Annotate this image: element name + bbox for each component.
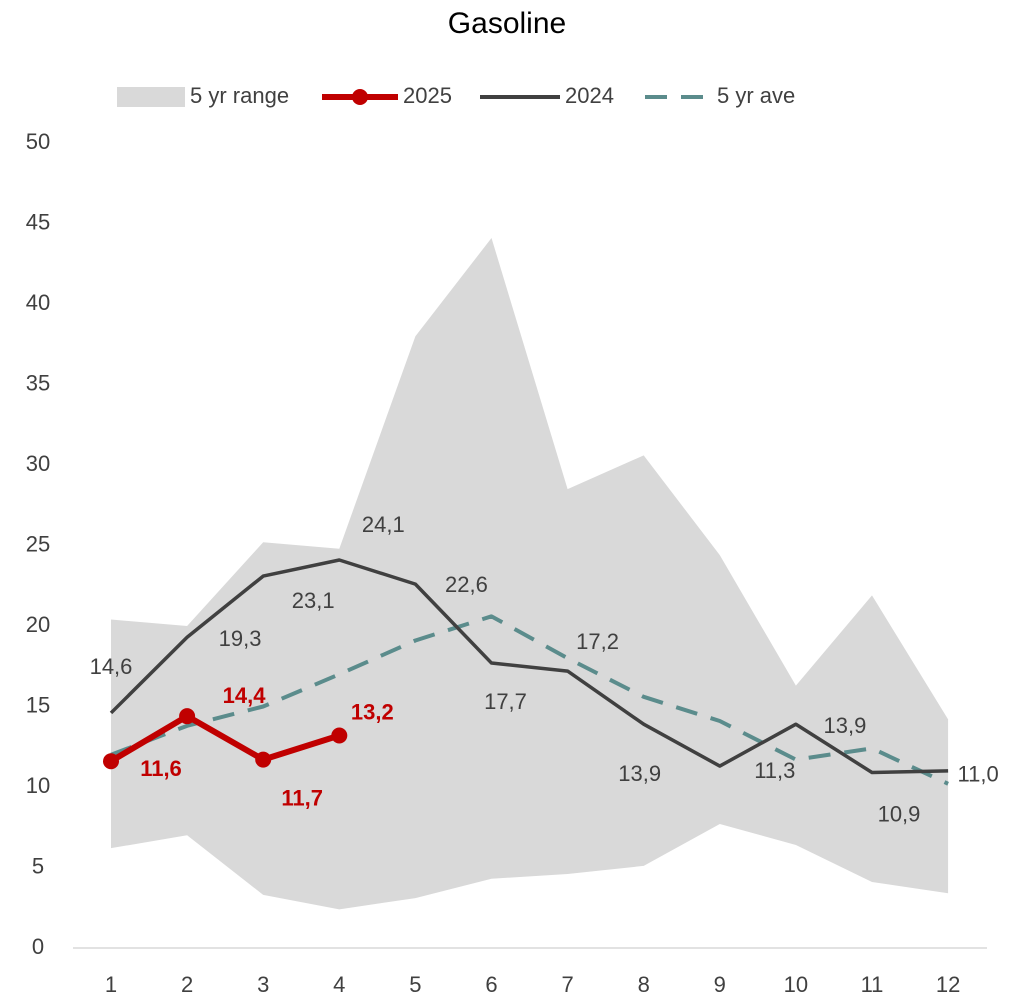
y-tick-label: 10 [26, 773, 50, 798]
data-label: 14,6 [90, 654, 133, 679]
data-label: 13,9 [823, 713, 866, 738]
x-tick-label: 2 [181, 972, 193, 997]
point-marker [103, 753, 119, 770]
point-marker [255, 751, 272, 768]
legend-label: 5 yr range [190, 83, 289, 108]
data-label: 11,3 [754, 758, 795, 783]
data-label: 10,9 [878, 801, 921, 826]
data-label: 23,1 [292, 588, 335, 613]
legend-swatch [117, 87, 185, 107]
series-line [110, 614, 949, 786]
point-marker [179, 708, 196, 725]
y-tick-label: 20 [26, 612, 50, 637]
legend-label: 5 yr ave [717, 83, 795, 108]
y-tick-label: 45 [26, 209, 50, 234]
series-line [109, 558, 949, 775]
data-label: 19,3 [219, 626, 262, 651]
series-line [109, 713, 341, 764]
y-tick-label: 25 [26, 531, 50, 556]
y-tick-label: 35 [26, 370, 50, 395]
chart-title: Gasoline [448, 7, 566, 40]
data-label: 17,7 [484, 689, 527, 714]
x-tick-label: 7 [561, 972, 573, 997]
data-label: 17,2 [576, 629, 619, 654]
legend-marker [352, 89, 368, 105]
data-label: 24,1 [362, 512, 405, 537]
y-tick-label: 50 [26, 129, 50, 154]
legend-label: 2025 [403, 83, 452, 108]
data-label: 11,0 [958, 762, 999, 787]
x-tick-label: 3 [257, 972, 269, 997]
x-tick-label: 6 [485, 972, 497, 997]
x-tick-label: 5 [409, 972, 421, 997]
x-tick-label: 4 [333, 972, 345, 997]
x-tick-label: 9 [714, 972, 726, 997]
y-tick-label: 0 [32, 934, 44, 959]
x-tick-label: 12 [936, 972, 960, 997]
data-label: 22,6 [445, 572, 488, 597]
data-label: 11,6 [140, 756, 182, 781]
data-label: 11,7 [281, 785, 323, 810]
point-marker [331, 727, 348, 744]
x-tick-label: 1 [105, 972, 117, 997]
y-tick-label: 5 [32, 853, 44, 878]
data-label: 13,2 [351, 699, 394, 724]
legend-label: 2024 [565, 83, 614, 108]
data-label: 14,4 [223, 683, 267, 708]
y-tick-label: 40 [26, 290, 50, 315]
data-label: 13,9 [618, 761, 661, 786]
y-tick-label: 15 [26, 692, 50, 717]
range-area [111, 237, 949, 910]
x-tick-label: 10 [784, 972, 808, 997]
x-tick-label: 8 [638, 972, 650, 997]
y-tick-label: 30 [26, 451, 50, 476]
x-tick-label: 11 [861, 972, 884, 997]
